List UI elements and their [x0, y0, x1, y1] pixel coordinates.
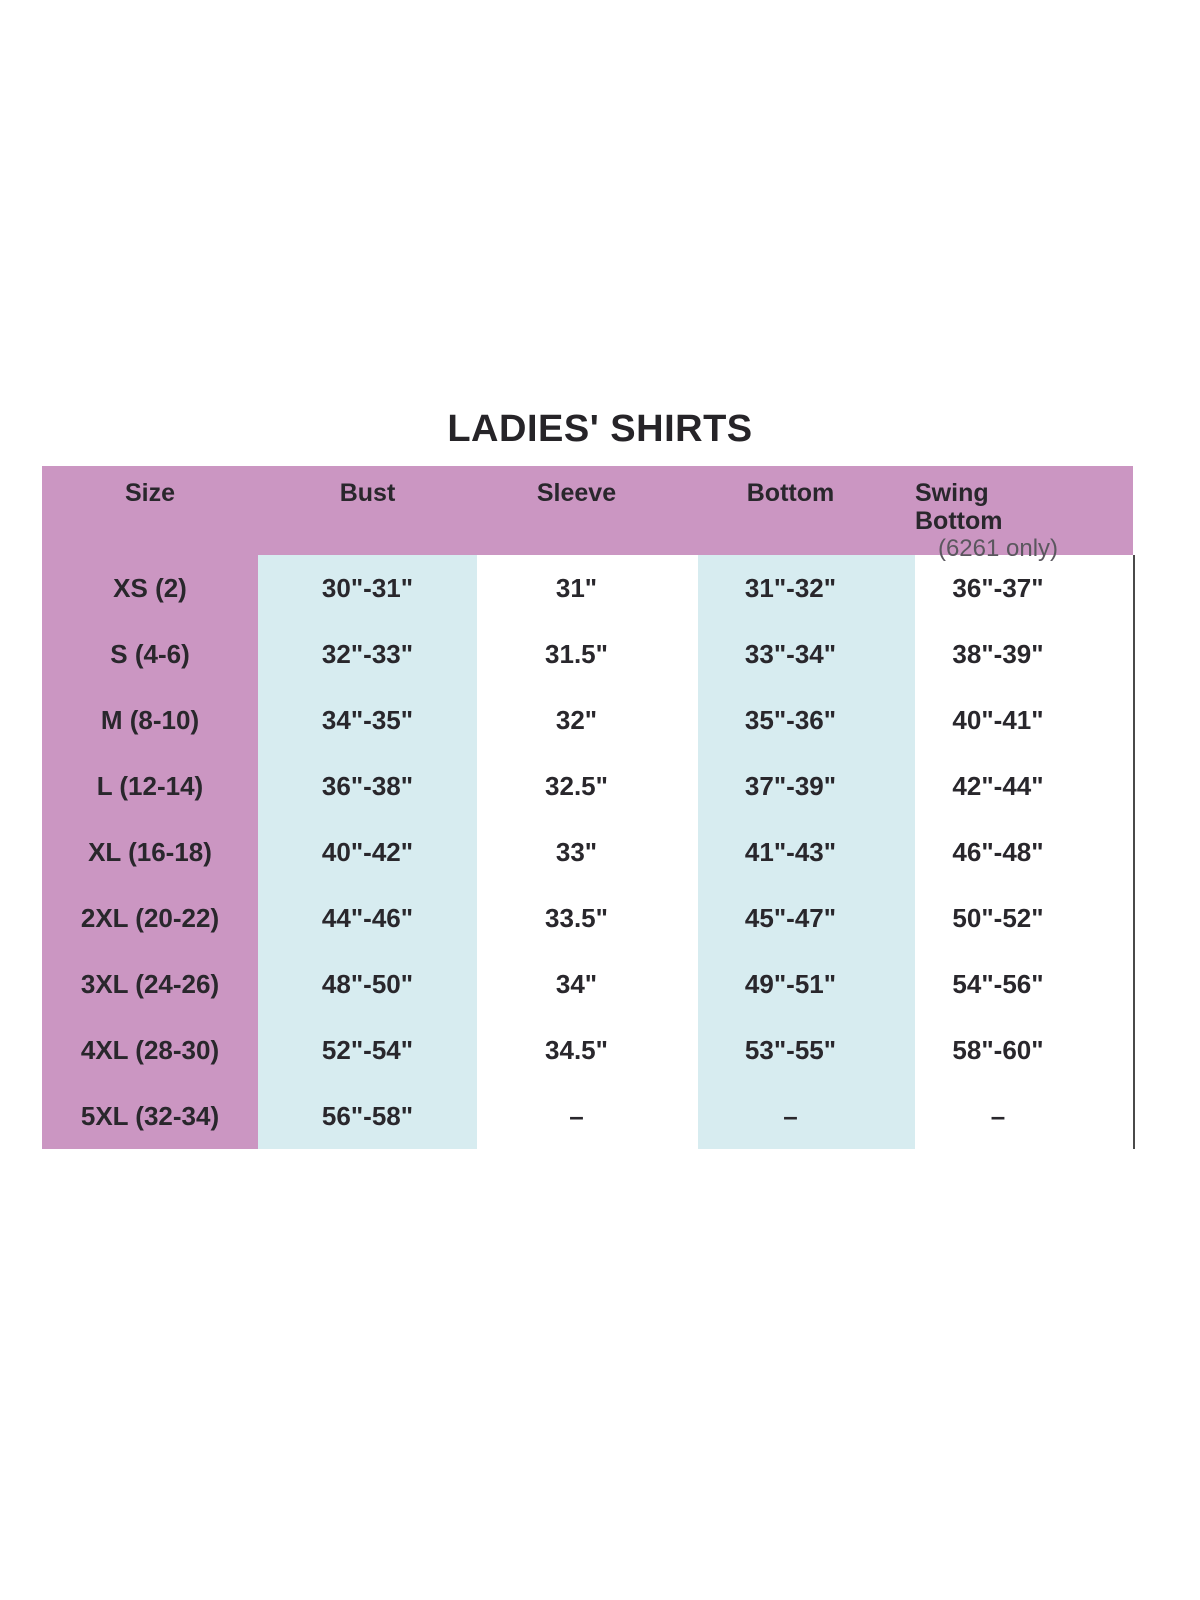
cell-bust: 32"-33": [258, 621, 477, 687]
cell-sleeve: 32": [555, 704, 598, 735]
cell-swing-bottom: 36"-37": [952, 572, 1044, 603]
row-label: L (12-14): [42, 753, 258, 819]
row-label: 4XL (28-30): [42, 1017, 258, 1083]
cell-sleeve: 31": [555, 572, 598, 603]
table-row: 2XL (20-22) 44"-46" 33.5" 45"-47" 50"-52…: [42, 885, 1133, 951]
cell-swing-bottom: 50"-52": [952, 902, 1044, 933]
table-row: 5XL (32-34) 56"-58" – – –: [42, 1083, 1133, 1149]
cell-bottom: 31"-32": [698, 555, 915, 621]
table-row: S (4-6) 32"-33" 31.5" 33"-34" 38"-39": [42, 621, 1133, 687]
cell-bust: 30"-31": [258, 555, 477, 621]
cell-sleeve: –: [569, 1100, 584, 1131]
cell-bottom: 53"-55": [698, 1017, 915, 1083]
cell-bottom: 33"-34": [698, 621, 915, 687]
table-row: 4XL (28-30) 52"-54" 34.5" 53"-55" 58"-60…: [42, 1017, 1133, 1083]
cell-swing-bottom: 58"-60": [952, 1034, 1044, 1065]
cell-sleeve: 33.5": [545, 902, 608, 933]
table-body: XS (2) 30"-31" 31" 31"-32" 36"-37" S (4-…: [42, 555, 1133, 1149]
cell-bottom: 41"-43": [698, 819, 915, 885]
cell-swing-bottom: 42"-44": [952, 770, 1044, 801]
row-label: 3XL (24-26): [42, 951, 258, 1017]
column-header-bust: Bust: [258, 466, 477, 555]
column-header-sleeve: Sleeve: [477, 466, 698, 555]
cell-bottom: –: [698, 1083, 915, 1149]
row-label: XL (16-18): [42, 819, 258, 885]
column-header-size: Size: [42, 466, 258, 555]
cell-bust: 44"-46": [258, 885, 477, 951]
cell-bottom: 45"-47": [698, 885, 915, 951]
column-header-sublabel: (6261 only): [937, 535, 1059, 562]
cell-bust: 34"-35": [258, 687, 477, 753]
table-row: XL (16-18) 40"-42" 33" 41"-43" 46"-48": [42, 819, 1133, 885]
table-row: L (12-14) 36"-38" 32.5" 37"-39" 42"-44": [42, 753, 1133, 819]
row-label: 2XL (20-22): [42, 885, 258, 951]
cell-swing-bottom: 40"-41": [952, 704, 1044, 735]
cell-bottom: 37"-39": [698, 753, 915, 819]
column-header-swing-bottom: Swing Bottom (6261 only): [915, 466, 1133, 562]
cell-swing-bottom: 38"-39": [952, 638, 1044, 669]
cell-bust: 36"-38": [258, 753, 477, 819]
cell-sleeve: 34.5": [545, 1034, 608, 1065]
column-header-bottom: Bottom: [698, 466, 915, 555]
cell-sleeve: 32.5": [545, 770, 608, 801]
row-label: S (4-6): [42, 621, 258, 687]
cell-sleeve: 31.5": [545, 638, 608, 669]
cell-bust: 56"-58": [258, 1083, 477, 1149]
cell-sleeve: 34": [555, 968, 598, 999]
cell-bottom: 35"-36": [698, 687, 915, 753]
cell-bust: 48"-50": [258, 951, 477, 1017]
cell-swing-bottom: –: [990, 1100, 1006, 1131]
cell-swing-bottom: 46"-48": [952, 836, 1044, 867]
column-header-label: Sleeve: [536, 479, 617, 507]
column-header-label: Bottom: [746, 479, 835, 507]
cell-bottom: 49"-51": [698, 951, 915, 1017]
cell-bust: 52"-54": [258, 1017, 477, 1083]
column-header-label: Size: [124, 479, 176, 507]
table-row: XS (2) 30"-31" 31" 31"-32" 36"-37": [42, 555, 1133, 621]
size-chart-table: Size Bust Sleeve Bottom Swing Bottom (62…: [42, 466, 1135, 1149]
column-header-label: Bust: [339, 479, 396, 507]
row-label: XS (2): [42, 555, 258, 621]
cell-swing-bottom: 54"-56": [952, 968, 1044, 999]
cell-bust: 40"-42": [258, 819, 477, 885]
column-header-label: Swing Bottom: [915, 479, 1003, 535]
table-row: M (8-10) 34"-35" 32" 35"-36" 40"-41": [42, 687, 1133, 753]
table-right-border: [1133, 555, 1135, 1149]
cell-sleeve: 33": [555, 836, 598, 867]
row-label: M (8-10): [42, 687, 258, 753]
page-title: LADIES' SHIRTS: [447, 408, 753, 450]
table-row: 3XL (24-26) 48"-50" 34" 49"-51" 54"-56": [42, 951, 1133, 1017]
table-header-row: Size Bust Sleeve Bottom Swing Bottom (62…: [42, 466, 1133, 562]
row-label: 5XL (32-34): [42, 1083, 258, 1149]
